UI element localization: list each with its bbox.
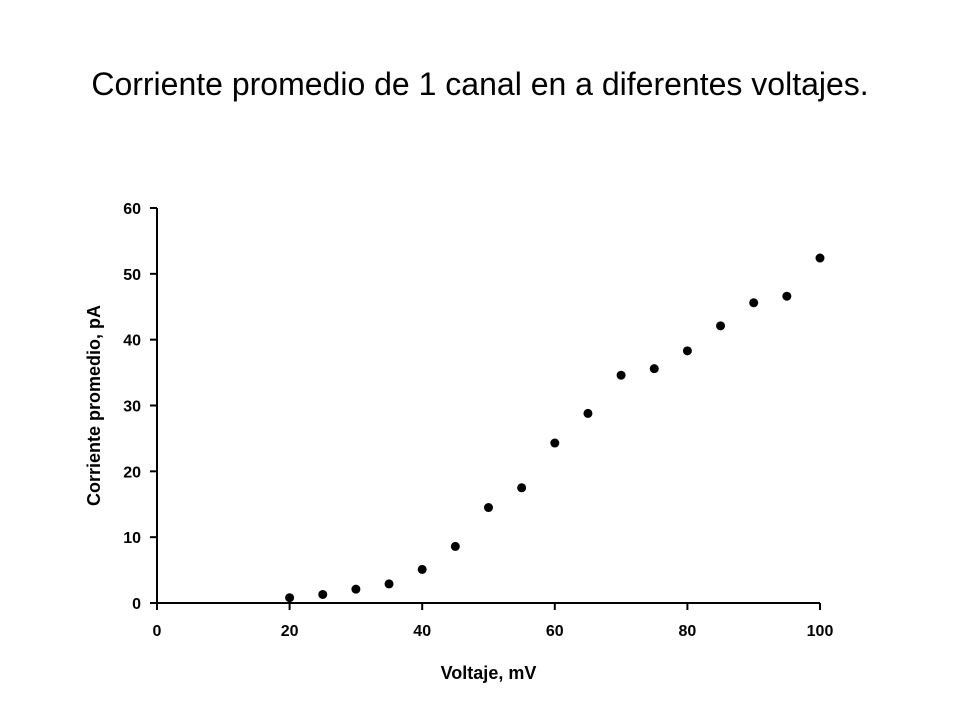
data-point	[815, 253, 825, 263]
data-points	[285, 253, 825, 603]
data-point	[351, 584, 361, 594]
data-point	[484, 503, 493, 513]
data-point	[384, 579, 394, 589]
x-axis-title: Voltaje, mV	[441, 663, 537, 683]
data-point	[450, 541, 460, 551]
y-tick-label: 50	[123, 267, 141, 284]
y-tick-label: 30	[123, 399, 141, 416]
data-point	[649, 364, 659, 374]
x-ticks: 0 20 40 60 80 100	[153, 603, 834, 640]
x-tick-label: 100	[807, 623, 834, 640]
data-point	[285, 593, 295, 603]
data-point	[682, 346, 692, 356]
y-ticks: 0 10 20 30 40 50 60	[123, 201, 157, 613]
data-point	[417, 564, 427, 574]
x-tick-label: 80	[679, 623, 697, 640]
data-point	[583, 408, 593, 418]
y-tick-label: 0	[132, 596, 141, 613]
axes	[156, 208, 820, 604]
data-point	[782, 291, 792, 301]
data-point	[716, 321, 726, 331]
data-point	[517, 483, 527, 493]
chart-title: Corriente promedio de 1 canal en a difer…	[91, 66, 869, 102]
y-tick-label: 60	[123, 201, 141, 218]
x-tick-label: 0	[153, 623, 162, 640]
y-tick-label: 10	[123, 530, 141, 547]
x-tick-label: 20	[281, 623, 299, 640]
y-axis-title: Corriente promedio, pA	[84, 305, 104, 506]
data-point	[749, 298, 759, 308]
x-tick-label: 40	[413, 623, 431, 640]
data-point	[616, 370, 626, 380]
x-tick-label: 60	[546, 623, 564, 640]
y-tick-label: 20	[123, 464, 141, 481]
data-point	[318, 589, 328, 599]
y-tick-label: 40	[123, 333, 141, 350]
data-point	[550, 438, 560, 448]
